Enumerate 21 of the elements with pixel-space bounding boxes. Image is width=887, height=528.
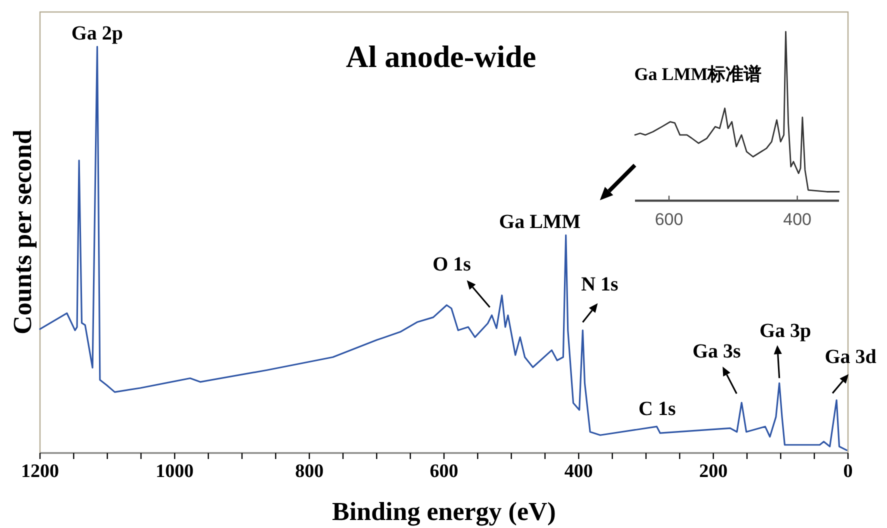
y-axis-title: Counts per second	[8, 129, 37, 334]
x-tick-label: 400	[783, 210, 812, 229]
x-tick-label: 0	[843, 461, 853, 482]
annotation: Ga 2p	[71, 22, 124, 45]
annotation: C 1s	[638, 398, 676, 420]
x-tick-label: 600	[654, 210, 684, 229]
annotation: Ga 3p	[759, 320, 812, 342]
chart-title: Al anode-wide	[346, 39, 536, 74]
text: Ga LMM标准谱	[634, 64, 762, 84]
annotation: Ga LMM	[499, 211, 581, 234]
annotation: O 1s	[432, 253, 472, 276]
x-tick-label: 200	[699, 461, 728, 482]
annotation: Ga 3d	[824, 346, 876, 368]
annotation: Ga 3s	[692, 340, 741, 363]
annotation: N 1s	[581, 273, 619, 296]
x-tick-label: 400	[564, 461, 593, 482]
x-tick-label: 600	[430, 461, 458, 482]
x-tick-label: 800	[295, 461, 324, 482]
x-tick-label: 1200	[21, 461, 59, 482]
x-tick-label: 1000	[156, 461, 194, 482]
x-axis-title: Binding energy (eV)	[332, 497, 556, 526]
